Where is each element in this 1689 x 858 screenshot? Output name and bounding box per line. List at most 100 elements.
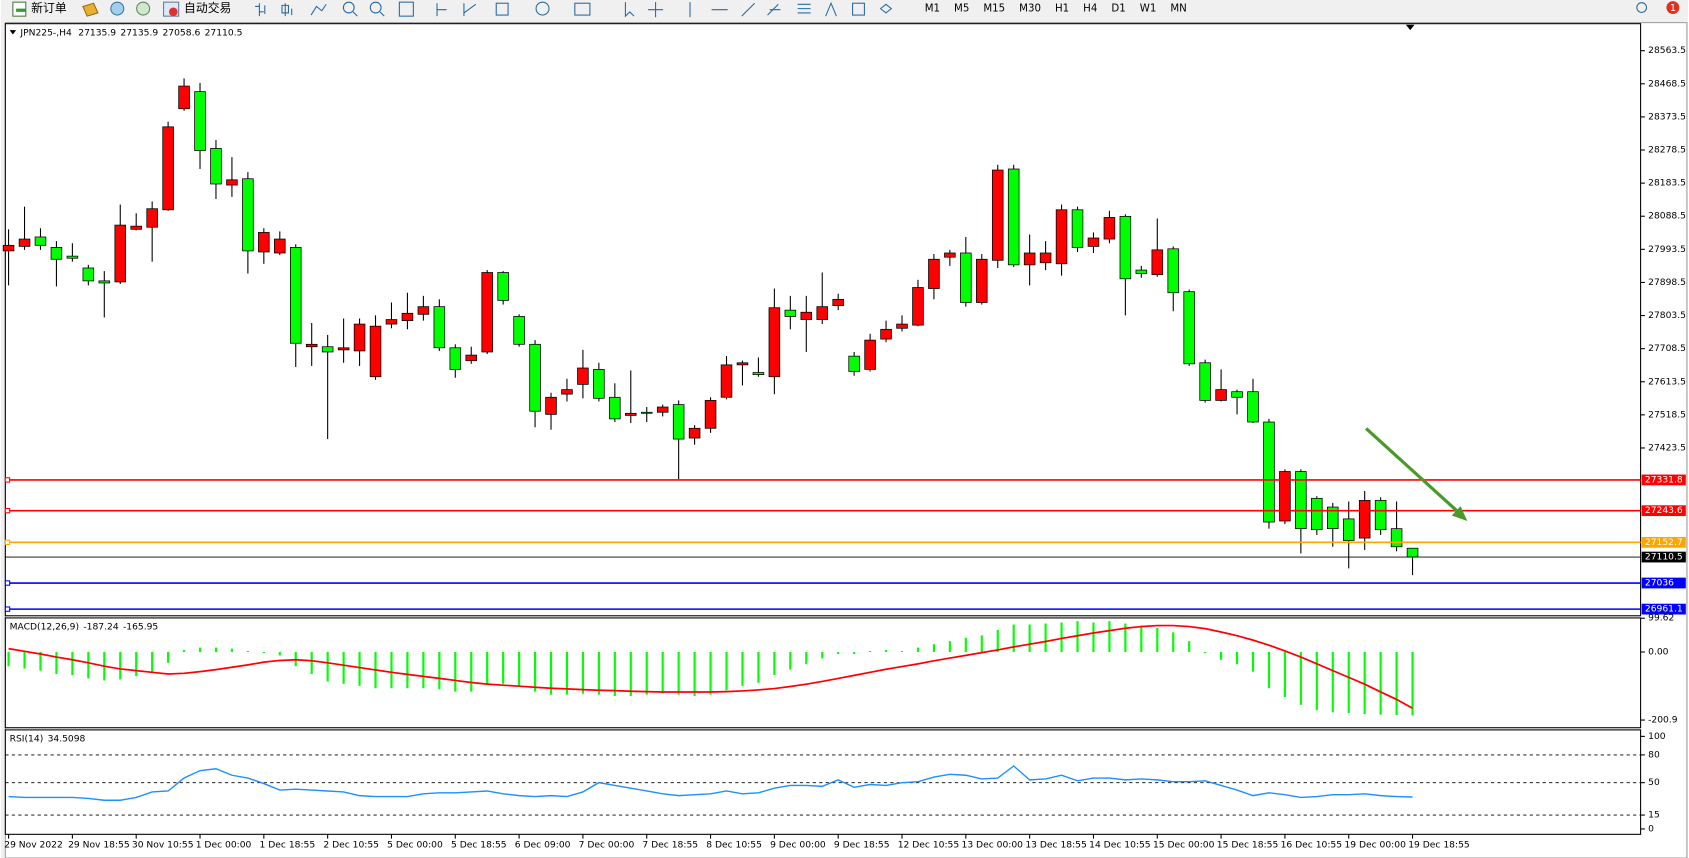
candle-body: [1311, 497, 1323, 531]
macd-bar: [119, 651, 122, 680]
candle-body: [864, 339, 876, 370]
candle-body: [1119, 216, 1132, 280]
candle-body: [401, 312, 414, 321]
y-tick-label: 27708.5: [1648, 344, 1686, 354]
y-tick-label: 15: [1648, 811, 1660, 821]
rsi-label: RSI(14): [10, 734, 44, 744]
y-tick-label: 27898.5: [1648, 278, 1686, 288]
x-tick-label: 2 Dec 10:55: [323, 841, 379, 851]
x-tick-label: 12 Dec 10:55: [898, 841, 960, 851]
auto-trade-button[interactable]: 自动交易: [163, 1, 232, 17]
macd-bar: [980, 635, 983, 652]
macd-bar: [996, 629, 999, 652]
macd-bar: [916, 647, 920, 652]
macd-bar: [1092, 622, 1095, 652]
macd-bar: [645, 651, 648, 695]
icon: [16, 8, 26, 12]
candle-body: [944, 252, 956, 258]
candle-body: [991, 169, 1004, 261]
macd-bar: [677, 651, 680, 695]
rsi-header: RSI(14) 34.5098: [10, 734, 86, 744]
macd-bar: [1172, 632, 1175, 652]
macd-bar: [55, 651, 58, 675]
header-low: 27058.6: [162, 28, 200, 38]
candle-body: [465, 354, 478, 362]
level-label: 27152.7: [1645, 538, 1683, 548]
notification-count: 1: [1670, 3, 1676, 14]
toolbar-bg: [1, 0, 1688, 21]
timeframe-button[interactable]: M1: [925, 4, 940, 15]
y-tick-label: 0: [1648, 824, 1654, 834]
macd-header: MACD(12,26,9) -187.24 -165.95: [10, 622, 159, 632]
x-tick-label: 5 Dec 18:55: [451, 841, 507, 851]
candle-body: [1071, 209, 1084, 248]
arrow-line: [1364, 427, 1460, 514]
x-tick-label: 16 Dec 10:55: [1281, 841, 1343, 851]
signal-value: -165.95: [123, 622, 158, 632]
macd-bar: [7, 651, 10, 667]
candle-body: [848, 355, 860, 372]
y-tick-label: 28563.5: [1648, 46, 1686, 56]
macd-bar: [23, 651, 26, 669]
candle-body: [242, 178, 254, 252]
macd-bar: [1363, 651, 1366, 714]
level-label-bg: [1641, 474, 1686, 486]
macd-bar: [422, 651, 425, 689]
candle-body: [66, 255, 79, 259]
macd-bar: [757, 651, 760, 683]
candle-body: [720, 364, 733, 398]
icon[interactable]: [110, 1, 125, 16]
candle-body: [513, 316, 525, 345]
macd-bar: [709, 651, 712, 695]
x-tick-label: 7 Dec 18:55: [642, 841, 698, 851]
candle-body: [704, 400, 717, 429]
auto-trade-label: 自动交易: [184, 1, 231, 15]
new-order-label: 新订单: [31, 1, 67, 15]
new-order-button[interactable]: 新订单: [12, 1, 67, 17]
x-tick-label: 1 Dec 00:00: [196, 841, 252, 851]
candle-body: [210, 148, 222, 185]
timeframe-button[interactable]: M5: [954, 4, 969, 15]
candle-body: [609, 396, 621, 420]
timeframe-button[interactable]: H1: [1055, 4, 1069, 15]
macd-bar: [1028, 624, 1031, 652]
timeframe-button[interactable]: M30: [1019, 4, 1041, 15]
candle-body: [928, 258, 940, 289]
x-tick-label: 14 Dec 10:55: [1089, 841, 1151, 851]
candle-body: [1231, 391, 1243, 398]
timeframe-button[interactable]: W1: [1140, 4, 1157, 15]
candle-body: [1279, 471, 1291, 522]
candle-body: [816, 306, 828, 320]
tool-icons[interactable]: [255, 1, 893, 18]
candle-body: [1023, 252, 1036, 266]
y-tick-label: 28468.5: [1648, 79, 1686, 89]
macd-bar: [1411, 651, 1414, 716]
rsi-panel: [4, 729, 1642, 835]
arrow-head: [1451, 506, 1468, 522]
timeframe-button[interactable]: MN: [1170, 4, 1186, 15]
icon[interactable]: [82, 2, 99, 17]
x-tick-label: 7 Dec 00:00: [579, 841, 635, 851]
macd-bar: [741, 651, 744, 686]
macd-bar: [789, 651, 792, 670]
notification-badge[interactable]: [1666, 1, 1680, 14]
macd-bar: [837, 651, 840, 655]
candle-body: [162, 126, 174, 211]
macd-bar: [71, 651, 74, 676]
macd-bar: [533, 651, 537, 692]
candle-body: [194, 91, 206, 151]
timeframe-button[interactable]: D1: [1111, 4, 1125, 15]
macd-bar: [1331, 651, 1334, 713]
candle-body: [912, 287, 924, 326]
icon[interactable]: [136, 1, 151, 16]
macd-bar: [1204, 651, 1207, 653]
timeframe-button[interactable]: H4: [1083, 4, 1097, 15]
search-icon[interactable]: [1636, 2, 1648, 13]
timeframe-button[interactable]: M15: [983, 4, 1005, 15]
y-tick-label: 28373.5: [1648, 112, 1686, 122]
candle-body: [417, 306, 430, 315]
macd-bar: [198, 647, 202, 652]
level-label-bg: [1641, 603, 1686, 615]
candle-body: [656, 406, 669, 413]
macd-bar: [326, 651, 329, 682]
